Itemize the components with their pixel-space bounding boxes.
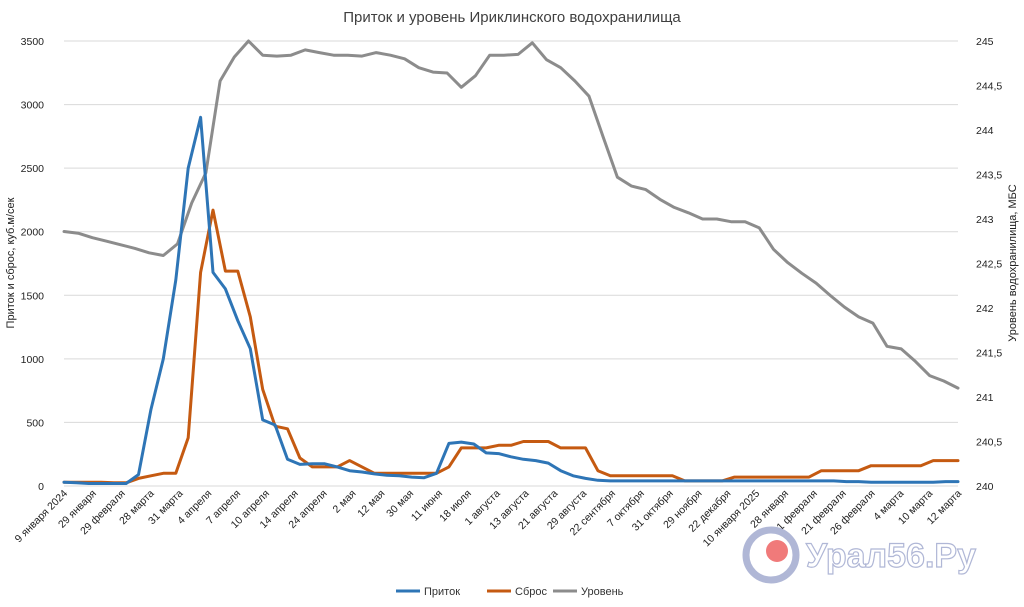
chart-title: Приток и уровень Ириклинского водохранил… (343, 9, 681, 26)
y-left-tick-label: 1000 (21, 354, 45, 366)
y-right-tick-label: 243,5 (976, 170, 1002, 182)
series-lines (62, 39, 960, 485)
y-left-tick-label: 1500 (21, 290, 45, 302)
y-right-tick-label: 242 (976, 303, 994, 315)
series-line-3 (62, 39, 960, 390)
y-left-tick-label: 2000 (21, 227, 45, 239)
y-right-tick-label: 241,5 (976, 348, 1002, 360)
y-left-tick-label: 2500 (21, 163, 45, 175)
y-left-tick-label: 0 (38, 481, 44, 493)
legend-label: Сброс (515, 586, 547, 598)
y-axis-left-ticks: 0 500 1000 1500 2000 2500 3000 3500 (21, 36, 45, 493)
x-tick-label: 12 мая (355, 488, 387, 520)
legend-label: Уровень (581, 586, 624, 598)
y-right-tick-label: 241 (976, 392, 994, 404)
series-line-1 (62, 115, 960, 485)
y-left-tick-label: 500 (26, 417, 44, 429)
legend: Приток Сброс Уровень (396, 586, 624, 598)
y-right-tick-label: 240,5 (976, 437, 1002, 449)
y-right-tick-label: 245 (976, 36, 994, 48)
y-axis-right-label: Уровень водохранилища, МБС (1007, 184, 1019, 341)
y-right-tick-label: 244 (976, 125, 994, 137)
y-right-tick-label: 240 (976, 481, 994, 493)
series-line-2 (62, 208, 960, 485)
watermark: Урал56.Ру (742, 526, 977, 584)
y-axis-left-label: Приток и сброс, куб.м/сек (5, 197, 17, 328)
y-right-tick-label: 244,5 (976, 81, 1002, 93)
y-left-tick-label: 3000 (21, 100, 45, 112)
y-right-tick-label: 242,5 (976, 259, 1002, 271)
y-right-tick-label: 243 (976, 214, 994, 226)
legend-label: Приток (424, 586, 460, 598)
y-left-tick-label: 3500 (21, 36, 45, 48)
grid-lines (64, 40, 958, 487)
watermark-text: Урал56.Ру (806, 537, 976, 575)
y-axis-right-ticks: 240 240,5 241 241,5 242 242,5 243 243,5 244 244,5… (976, 36, 1002, 493)
watermark-logo-dot (766, 540, 788, 562)
